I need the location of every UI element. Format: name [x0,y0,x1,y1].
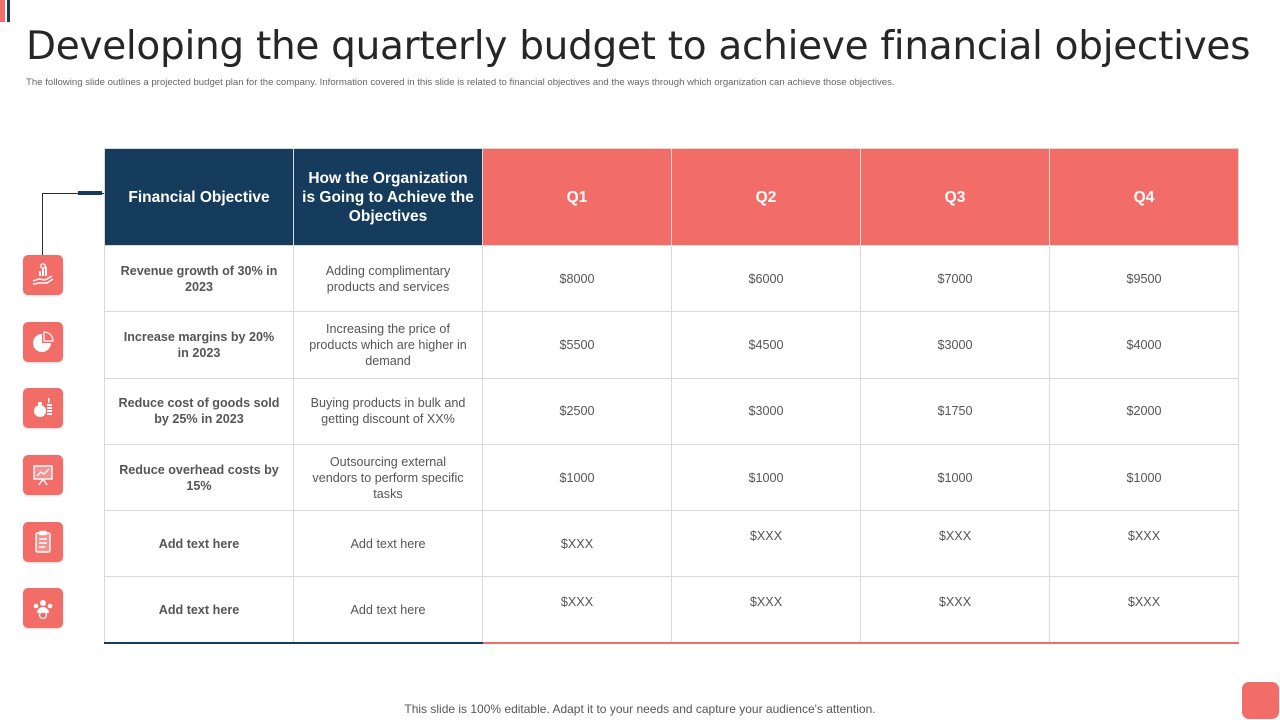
q1-value: $XXX [560,536,594,551]
q1-cell: $1000 [482,443,672,512]
header-how-to-achieve: How the Organization is Going to Achieve… [293,148,483,246]
accent-bar-red [0,0,5,22]
q3-cell: $7000 [860,244,1050,313]
q4-value: $XXX [1127,594,1161,609]
q4-cell: $4000 [1049,311,1239,379]
header-q3: Q3 [860,148,1050,246]
q2-cell: $3000 [671,377,861,445]
approach-cell: Add text here [293,576,483,645]
table-row: Add text here Add text here $XXX $XXX $X… [104,576,1239,645]
q2-cell: $4500 [671,311,861,379]
budget-table: Financial Objective How the Organization… [104,148,1239,645]
q3-cell: $XXX [860,576,1050,645]
q2-value: $XXX [749,594,783,609]
q3-cell: $1000 [860,443,1050,512]
objective-cell: Add text here [104,576,294,645]
table-row: Reduce cost of goods sold by 25% in 2023… [104,377,1239,445]
approach-cell: Increasing the price of products which a… [293,311,483,379]
q1-cell: $XXX [482,576,672,645]
q1-cell: $2500 [482,377,672,445]
connector-line-vertical [42,193,43,255]
accent-bar-navy [7,0,10,22]
presentation-board-icon [23,455,63,495]
q3-cell: $1750 [860,377,1050,445]
objective-cell: Reduce overhead costs by 15% [104,443,294,512]
corner-tag [1242,682,1279,719]
q4-cell: $XXX [1049,576,1239,645]
objective-cell: Increase margins by 20% in 2023 [104,311,294,379]
q2-cell: $XXX [671,510,861,578]
header-financial-objective: Financial Objective [104,148,294,246]
q4-cell: $2000 [1049,377,1239,445]
table-row: Add text here Add text here $XXX $XXX $X… [104,510,1239,578]
q3-value: $XXX [938,594,972,609]
q2-cell: $1000 [671,443,861,512]
q1-cell: $XXX [482,510,672,578]
revenue-growth-hand-icon [23,255,63,295]
q2-cell: $6000 [671,244,861,313]
q4-cell: $XXX [1049,510,1239,578]
connector-line-horizontal [42,193,104,194]
q1-cell: $8000 [482,244,672,313]
q2-value: $XXX [749,528,783,543]
q3-cell: $XXX [860,510,1050,578]
header-q1: Q1 [482,148,672,246]
q3-value: $XXX [938,528,972,543]
slide-footer-note: This slide is 100% editable. Adapt it to… [404,702,876,716]
header-q2: Q2 [671,148,861,246]
q4-value: $XXX [1127,528,1161,543]
objective-cell: Add text here [104,510,294,578]
objective-cell: Revenue growth of 30% in 2023 [104,244,294,313]
objective-cell: Reduce cost of goods sold by 25% in 2023 [104,377,294,445]
table-row: Revenue growth of 30% in 2023 Adding com… [104,244,1239,313]
table-row: Increase margins by 20% in 2023 Increasi… [104,311,1239,379]
table-row: Reduce overhead costs by 15% Outsourcing… [104,443,1239,512]
q3-cell: $3000 [860,311,1050,379]
q1-value: $XXX [560,594,594,609]
q4-cell: $1000 [1049,443,1239,512]
clipboard-checklist-icon [23,522,63,562]
connector-arrow-bar [78,191,102,195]
q1-cell: $5500 [482,311,672,379]
slide-title: Developing the quarterly budget to achie… [26,24,1251,69]
q4-cell: $9500 [1049,244,1239,313]
approach-cell: Add text here [293,510,483,578]
team-target-icon [23,588,63,628]
slide-subtitle: The following slide outlines a projected… [26,77,895,88]
money-bag-coins-icon [23,388,63,428]
q2-cell: $XXX [671,576,861,645]
approach-cell: Adding complimentary products and servic… [293,244,483,313]
table-header-row: Financial Objective How the Organization… [104,148,1239,246]
approach-cell: Outsourcing external vendors to perform … [293,443,483,512]
pie-chart-icon [23,322,63,362]
approach-cell: Buying products in bulk and getting disc… [293,377,483,445]
header-q4: Q4 [1049,148,1239,246]
